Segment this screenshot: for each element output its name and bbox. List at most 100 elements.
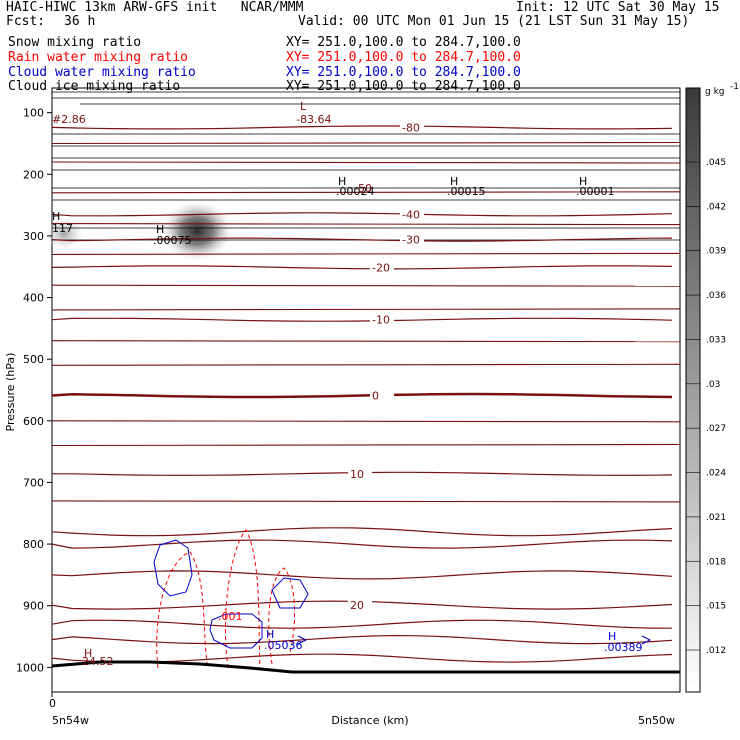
colorbar-swatch	[686, 530, 700, 542]
colorbar-tick-label: .03	[706, 380, 720, 390]
colorbar-swatch	[686, 470, 700, 482]
colorbar-tick-label: .036	[706, 291, 726, 301]
y-tick-label: 400	[23, 292, 44, 305]
colorbar-swatch	[686, 651, 700, 663]
x-axis-title: Distance (km)	[331, 714, 408, 727]
annotation-labels: L -83.64 #2.86 H .00024 -50 H .00015 H .…	[52, 100, 643, 668]
colorbar-swatch	[686, 228, 700, 240]
annotation-contour-minus50: -50	[354, 182, 372, 195]
colorbar-swatch	[686, 430, 700, 441]
annotation-cloud-high-1: H	[266, 628, 274, 641]
colorbar-unit: g kg	[705, 87, 725, 97]
temperature-label-bg	[400, 233, 424, 246]
colorbar-swatch	[686, 279, 700, 290]
temperature-contour-secondary	[51, 308, 681, 311]
annotation-value-2: .00015	[447, 185, 486, 198]
annotation-high-5: H	[52, 210, 60, 223]
field-cloudice-name: Cloud ice mixing ratio	[8, 79, 181, 94]
colorbar-swatch	[686, 450, 700, 461]
y-axis-title: Pressure (hPa)	[4, 353, 17, 432]
cloud-water-contour-left	[153, 539, 193, 597]
colorbar-swatch	[686, 218, 700, 230]
colorbar-swatch	[686, 208, 700, 220]
annotation-value-1: .00024	[336, 185, 375, 198]
cloud-water-contour-right	[271, 577, 309, 609]
colorbar-swatch	[686, 400, 700, 411]
colorbar-tick-label: .021	[706, 513, 726, 523]
y-tick-label: 500	[23, 353, 44, 366]
temperature-contour-secondary	[51, 340, 681, 343]
temperature-contour-label: -20	[372, 261, 390, 274]
temperature-contour-secondary	[51, 634, 673, 645]
temperature-contour-secondary	[51, 223, 681, 226]
field-snow-name: Snow mixing ratio	[8, 35, 142, 50]
temperature-contour	[51, 212, 673, 217]
y-tick-label: 300	[23, 230, 44, 243]
colorbar-swatch	[686, 158, 700, 170]
temperature-label-bg	[400, 208, 424, 221]
temperature-contour-secondary	[51, 363, 681, 366]
y-axis: 100 200 300 400 500 600 700 800 900 1000	[16, 107, 52, 674]
colorbar-unit-exponent: -1	[730, 82, 739, 92]
y-tick-label: 700	[23, 476, 44, 489]
colorbar-swatch	[686, 369, 700, 381]
temperature-contour-label: 20	[350, 599, 364, 612]
y-tick-label: 900	[23, 600, 44, 613]
field-snow-xy: XY= 251.0,100.0 to 284.7,100.0	[286, 35, 521, 50]
temperature-contour-label: 10	[350, 468, 364, 481]
colorbar-swatch	[686, 359, 700, 371]
field-cloudice-xy: XY= 251.0,100.0 to 284.7,100.0	[286, 79, 521, 94]
colorbar-swatch	[686, 319, 700, 331]
header-fcst-value: 36 h	[64, 14, 96, 29]
colorbar-swatch	[686, 339, 700, 351]
colorbar-swatch	[686, 671, 700, 683]
temperature-contour-secondary	[51, 420, 681, 423]
temperature-contour-secondary	[51, 443, 681, 447]
header-fcst-label: Fcst:	[6, 14, 46, 29]
y-tick-label: 200	[23, 168, 44, 181]
rain-contour-left	[156, 551, 209, 669]
cloud-water-contour-center	[209, 613, 263, 649]
temperature-contour-label: 0	[372, 390, 379, 403]
colorbar-tick-label: .033	[706, 335, 726, 345]
terrain-line	[51, 660, 680, 674]
temperature-contour-label: -10	[372, 314, 390, 327]
temperature-contour-secondary	[51, 619, 673, 629]
colorbar-swatch	[686, 621, 700, 633]
annotation-cloud-value-2: .00389	[604, 641, 643, 654]
colorbar-swatch	[686, 601, 700, 612]
y-tick-label: 1000	[16, 661, 44, 674]
temperature-label-bg	[400, 121, 424, 134]
cloud-ice-left-shading	[44, 218, 84, 250]
colorbar-tick-label: .024	[706, 469, 726, 479]
x-axis-right-label: 5n50w	[638, 714, 675, 727]
temperature-contour-secondary	[51, 539, 673, 549]
temperature-contour-secondary	[51, 161, 681, 164]
cloud-water-arrow-right	[641, 635, 652, 645]
colorbar-tick-label: .045	[706, 158, 726, 168]
rain-contour-center	[224, 529, 261, 669]
colorbar-swatch	[686, 168, 700, 180]
annotation-value-5: 117	[52, 222, 73, 235]
colorbar-swatch	[686, 581, 700, 592]
temperature-contour-secondary	[51, 191, 681, 194]
colorbar-swatch	[686, 329, 700, 341]
temperature-contour-label: -80	[402, 121, 420, 134]
colorbar-swatch	[686, 299, 700, 310]
colorbar-swatch	[686, 379, 700, 391]
temperature-contour-label: -40	[402, 208, 420, 221]
colorbar-swatch	[686, 118, 700, 129]
temperature-contour	[51, 125, 673, 130]
colorbar-swatch	[686, 178, 700, 190]
field-cloudwater-xy: XY= 251.0,100.0 to 284.7,100.0	[286, 65, 521, 80]
colorbar-swatch	[686, 460, 700, 472]
header-title: HAIC-HIWC 13km ARW-GFS init NCAR/MMM	[6, 0, 304, 15]
temperature-contour-secondary	[51, 500, 681, 503]
temperature-contour-secondary	[51, 252, 681, 255]
colorbar-swatch	[686, 480, 700, 492]
annotation-high-4: H	[156, 223, 164, 236]
colorbar-tick-label: .015	[706, 602, 726, 612]
colorbar-swatch	[686, 128, 700, 139]
colorbar-swatch	[686, 661, 700, 673]
annotation-left-value: #2.86	[52, 113, 86, 126]
